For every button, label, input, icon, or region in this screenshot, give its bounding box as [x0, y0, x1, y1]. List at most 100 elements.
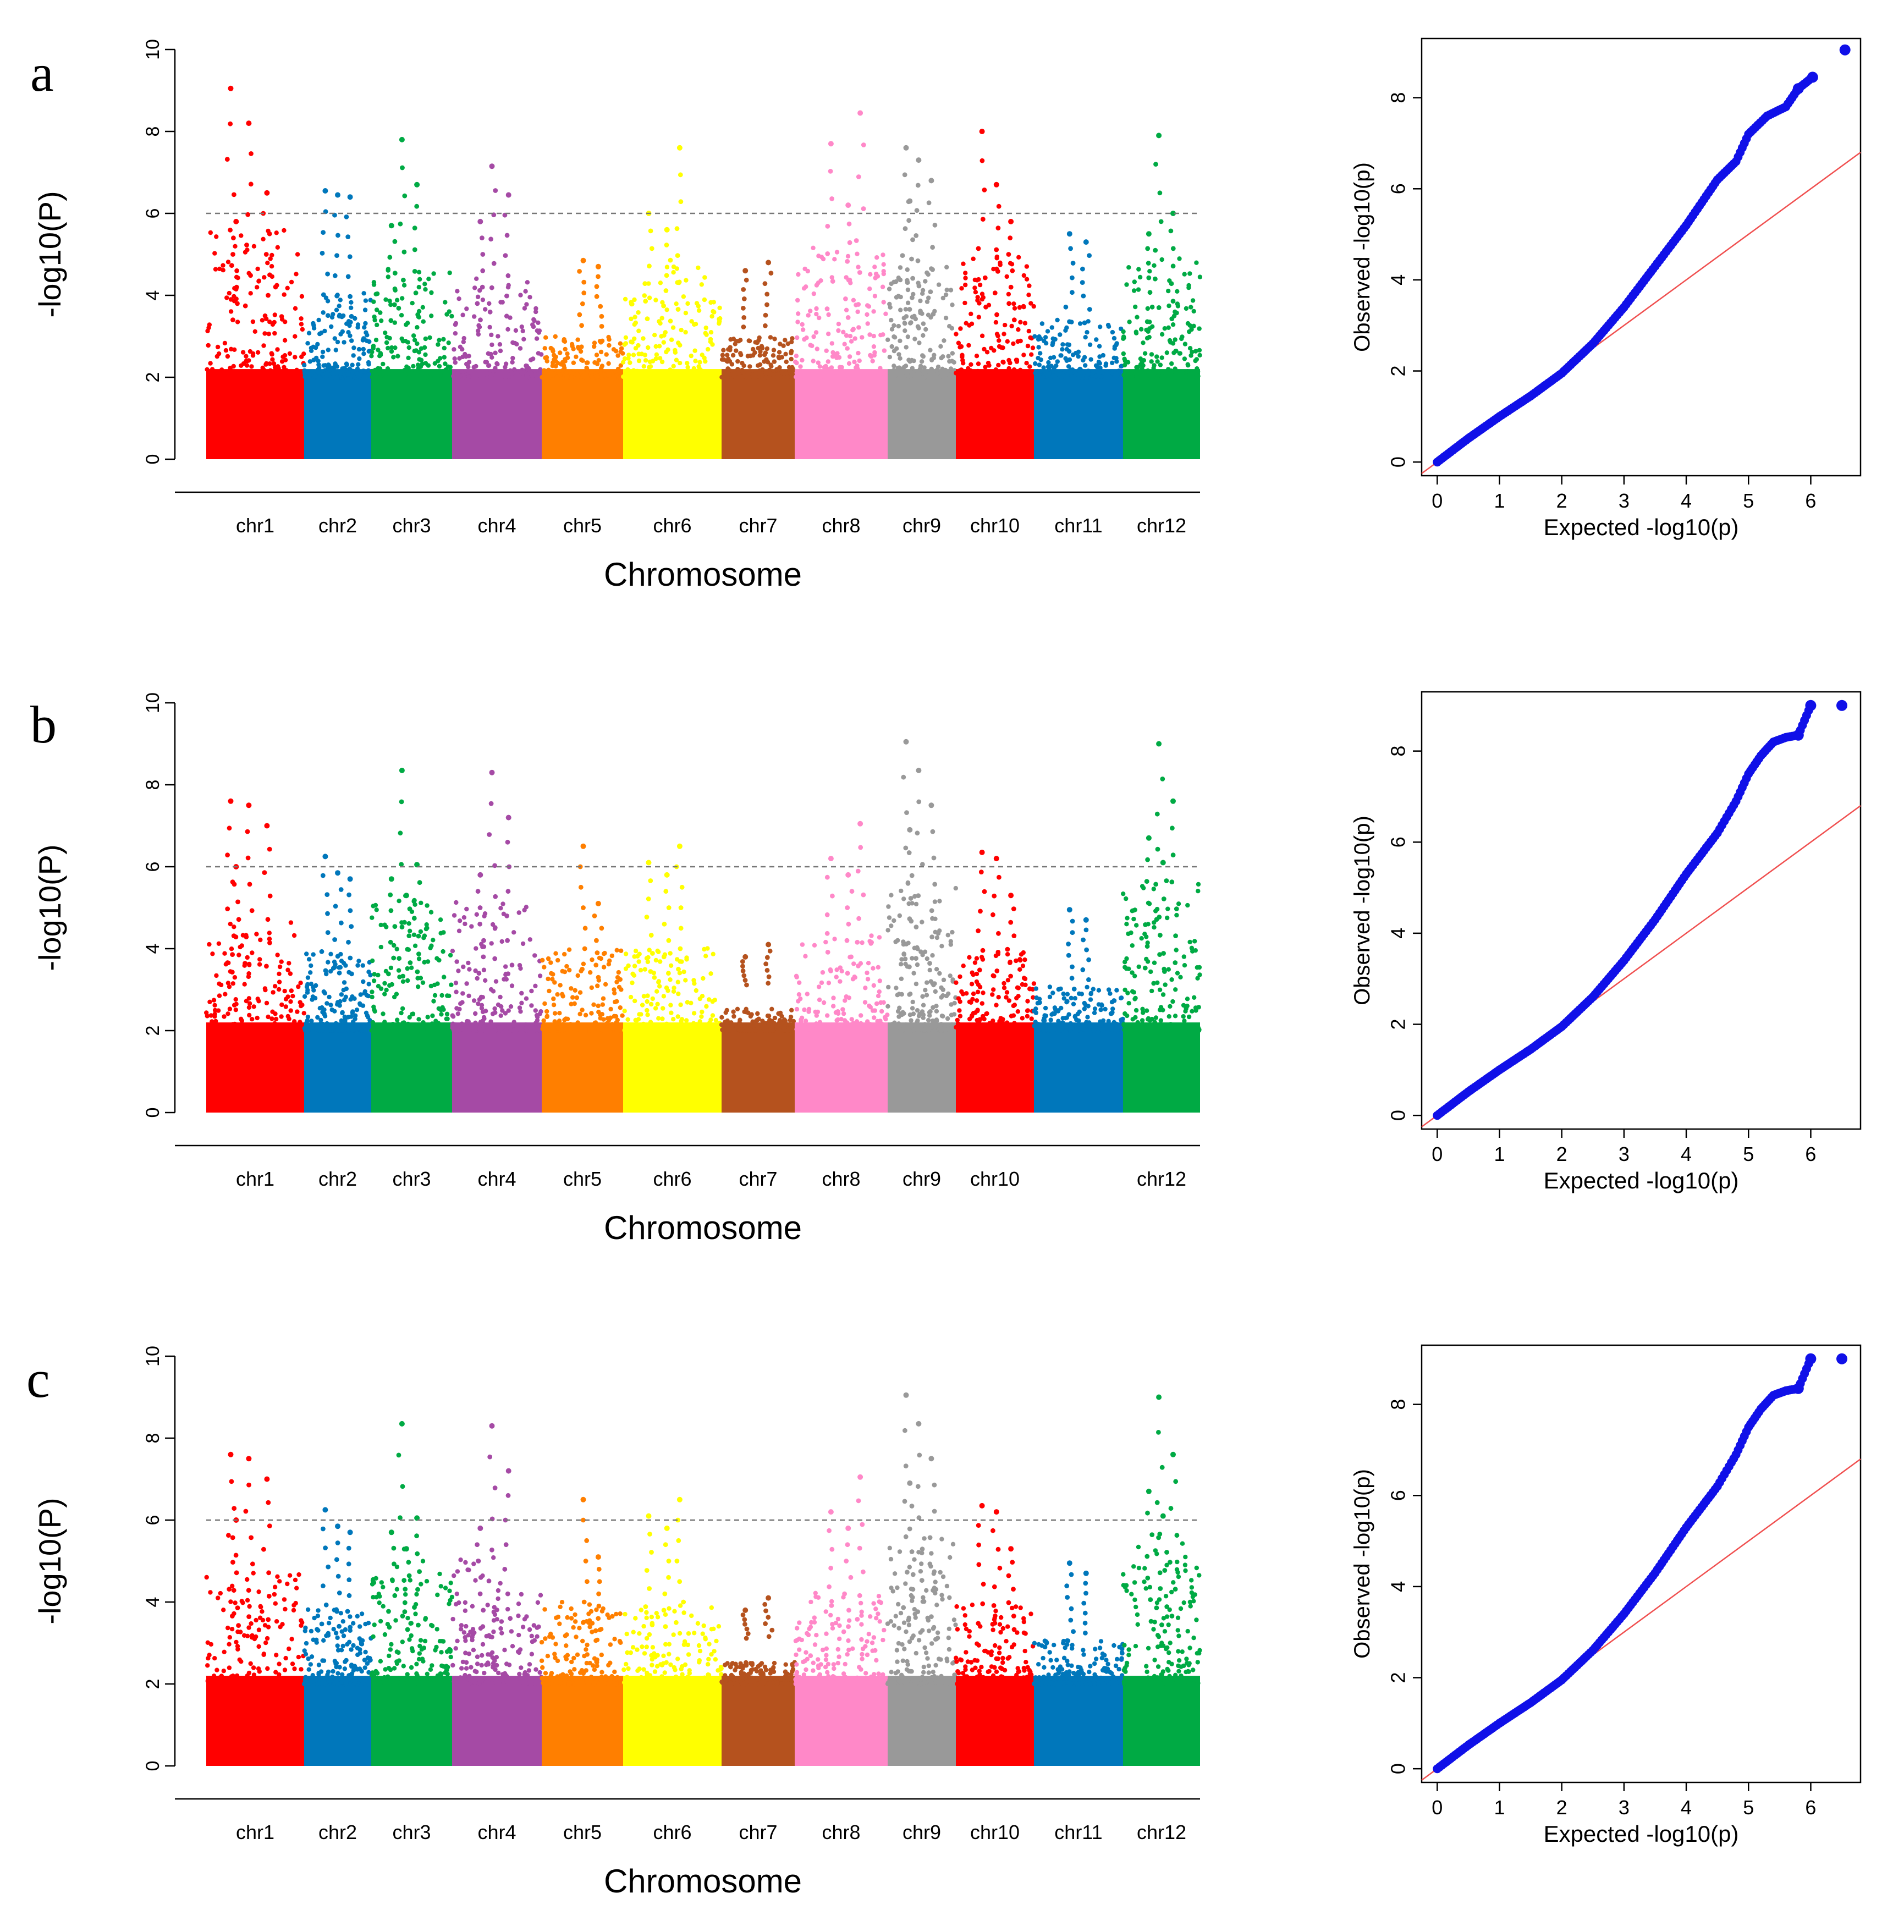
snp-point — [1181, 1003, 1186, 1008]
snp-point — [534, 1012, 540, 1018]
snp-point — [1052, 1022, 1056, 1028]
snp-point — [1134, 923, 1139, 928]
peak-tail-point — [909, 256, 914, 262]
peak-tail-point — [744, 982, 749, 988]
snp-point — [1004, 995, 1009, 1000]
snp-point — [553, 334, 558, 339]
snp-point — [797, 980, 802, 986]
snp-point — [1077, 321, 1083, 326]
snp-point — [244, 363, 250, 368]
dense-band — [304, 1022, 371, 1113]
snp-point — [943, 316, 949, 321]
snp-point — [607, 958, 612, 964]
peak-tail-point — [861, 206, 866, 211]
snp-point — [456, 968, 461, 973]
snp-point — [1034, 995, 1039, 1000]
snp-point — [456, 371, 461, 376]
snp-point — [1140, 1018, 1145, 1023]
peak-tail-point — [594, 284, 599, 289]
snp-point — [908, 992, 913, 997]
peak-tail-point — [392, 302, 397, 307]
snp-point — [301, 351, 306, 356]
snp-point — [646, 955, 651, 960]
snp-point — [400, 1006, 405, 1011]
peak-tail-point — [662, 921, 667, 927]
snp-point — [653, 1006, 658, 1011]
snp-point — [341, 988, 346, 993]
snp-point — [282, 292, 287, 297]
peak-tail-point — [230, 952, 235, 957]
peak-point — [646, 860, 652, 866]
snp-point — [771, 348, 777, 353]
peak-tail-point — [666, 971, 671, 976]
peak-tail-point — [505, 273, 511, 278]
x-tick-label: 6 — [1805, 1143, 1816, 1165]
snp-point — [601, 965, 607, 970]
snp-point — [1068, 367, 1073, 372]
peak-tail-point — [1070, 261, 1076, 266]
snp-point — [351, 353, 356, 358]
peak-tail-point — [678, 172, 683, 178]
snp-point — [960, 354, 965, 359]
snp-point — [800, 357, 805, 363]
snp-point — [1000, 359, 1005, 365]
snp-point — [477, 997, 482, 1002]
snp-point — [290, 994, 295, 999]
snp-point — [1133, 1008, 1139, 1013]
dense-band — [452, 369, 542, 459]
snp-point — [838, 367, 843, 372]
snp-point — [679, 959, 684, 964]
snp-point — [454, 959, 459, 964]
snp-point — [1085, 330, 1089, 335]
snp-point — [351, 345, 356, 350]
snp-point — [395, 1017, 400, 1022]
snp-point — [271, 990, 276, 995]
snp-point — [474, 1028, 478, 1033]
snp-point — [290, 370, 295, 375]
snp-point — [899, 976, 904, 982]
peak-tail-point — [645, 316, 650, 321]
snp-point — [770, 1028, 775, 1033]
snp-point — [280, 354, 285, 359]
snp-point — [881, 252, 885, 257]
snp-point — [328, 969, 333, 974]
dense-band — [371, 1022, 452, 1113]
snp-point — [530, 373, 536, 378]
snp-point — [363, 298, 368, 303]
snp-point — [481, 944, 487, 949]
snp-point — [1074, 1017, 1079, 1022]
snp-point — [400, 339, 406, 344]
snp-point — [355, 322, 361, 327]
peak-point — [233, 218, 239, 224]
snp-point — [480, 995, 485, 1000]
snp-point — [573, 988, 578, 993]
peak-tail-point — [927, 961, 932, 966]
snp-point — [208, 230, 213, 235]
peak-tail-point — [487, 309, 493, 315]
snp-point — [756, 345, 761, 351]
snp-point — [558, 350, 563, 355]
snp-point — [1052, 366, 1056, 371]
snp-point — [727, 368, 733, 373]
snp-point — [524, 302, 529, 307]
snp-point — [978, 1027, 983, 1032]
snp-point — [1187, 346, 1193, 351]
snp-point — [839, 373, 845, 378]
snp-point — [512, 367, 517, 372]
snp-point — [1191, 1023, 1196, 1029]
snp-point — [657, 984, 662, 989]
snp-point — [1195, 370, 1199, 375]
snp-point — [1182, 342, 1188, 346]
snp-point — [879, 1021, 885, 1027]
snp-point — [1096, 1026, 1101, 1031]
peak-tail-point — [824, 306, 830, 311]
snp-point — [848, 334, 853, 339]
snp-point — [432, 982, 437, 988]
peak-tail-point — [825, 251, 830, 256]
snp-point — [429, 313, 434, 318]
snp-point — [300, 1003, 305, 1008]
snp-point — [913, 372, 918, 378]
peak-tail-point — [915, 258, 921, 263]
snp-point — [1131, 288, 1137, 293]
snp-point — [210, 1019, 214, 1024]
